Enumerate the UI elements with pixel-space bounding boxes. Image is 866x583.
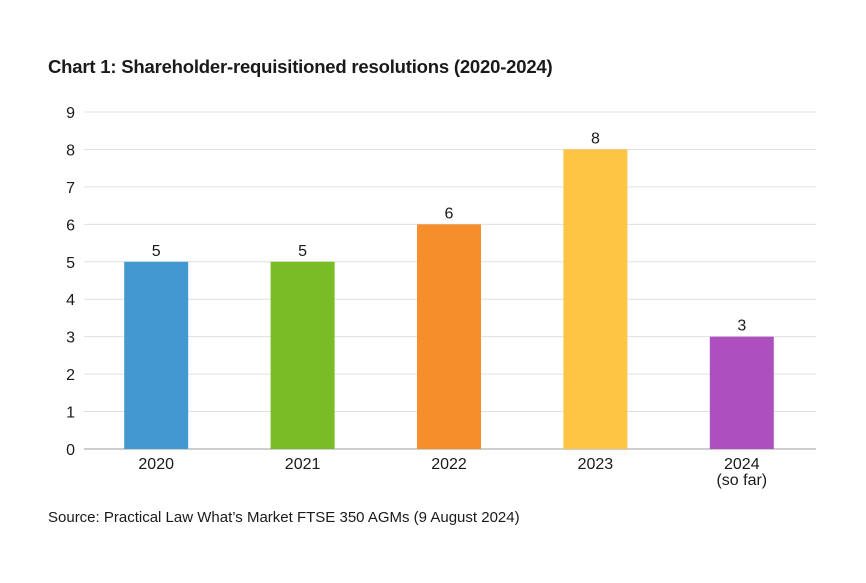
y-axis-ticks: 0 1 2 3 4 5 6 7 8 9 — [66, 105, 75, 459]
y-tick-label: 0 — [66, 442, 75, 459]
y-tick-label: 8 — [66, 142, 75, 159]
chart-title: Chart 1: Shareholder-requisitioned resol… — [48, 56, 553, 77]
x-tick-label: 2021 — [285, 456, 321, 473]
y-tick-label: 9 — [66, 105, 75, 122]
data-label: 5 — [152, 243, 161, 260]
y-tick-label: 1 — [66, 405, 75, 422]
bar — [124, 261, 189, 449]
y-tick-label: 7 — [66, 180, 75, 197]
x-tick-label: 2020 — [138, 456, 174, 473]
bar — [417, 224, 481, 449]
x-tick-label: 2022 — [431, 456, 467, 473]
y-tick-label: 2 — [66, 367, 75, 384]
bar — [709, 336, 774, 449]
x-axis-labels: 2020 2021 2022 2023 2024(so far) — [138, 456, 767, 489]
data-label: 3 — [737, 318, 746, 335]
bar — [270, 261, 335, 449]
y-tick-label: 4 — [66, 292, 75, 309]
data-labels: 5 5 6 8 3 — [152, 130, 747, 334]
data-label: 6 — [445, 205, 454, 222]
data-label: 5 — [298, 243, 307, 260]
x-tick-label: 2024 — [724, 456, 760, 473]
y-tick-label: 5 — [66, 255, 75, 272]
y-tick-label: 6 — [66, 217, 75, 234]
x-tick-label: (so far) — [716, 472, 767, 489]
data-label: 8 — [591, 130, 600, 147]
x-tick-label: 2023 — [578, 456, 614, 473]
y-tick-label: 3 — [66, 330, 75, 347]
bar — [563, 149, 628, 449]
source-note: Source: Practical Law What’s Market FTSE… — [48, 509, 520, 526]
bars — [124, 149, 774, 449]
